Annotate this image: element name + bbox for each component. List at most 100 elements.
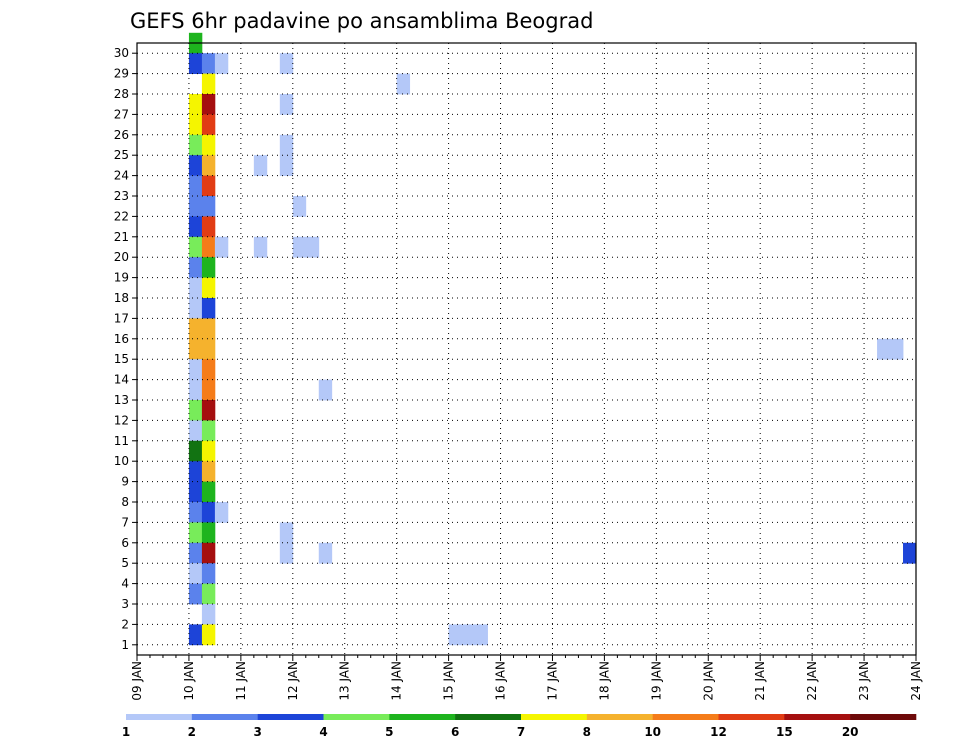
heatmap-cell <box>201 236 216 258</box>
heatmap-cell <box>188 481 203 503</box>
x-tick-label: 12 JAN <box>286 661 300 701</box>
heatmap-cell <box>188 542 203 564</box>
heatmap-cell <box>279 542 294 564</box>
y-tick-label: 5 <box>121 556 129 570</box>
heatmap-cell <box>188 440 203 462</box>
colorbar-segment <box>784 714 851 720</box>
colorbar-label: 10 <box>644 725 661 739</box>
y-tick-label: 4 <box>121 577 129 591</box>
heatmap-cell <box>201 114 216 136</box>
y-tick-label: 3 <box>121 597 129 611</box>
colorbar-label: 2 <box>188 725 196 739</box>
heatmap-cell <box>318 542 333 564</box>
heatmap-cell <box>253 155 268 176</box>
heatmap-cell <box>396 73 411 95</box>
heatmap-cell <box>201 502 216 523</box>
colorbar-label: 7 <box>517 725 525 739</box>
plot-frame <box>136 42 917 656</box>
x-axis: 09 JAN 10 JAN 11 JAN 12 JAN 13 JAN 14 JAN 15 J… <box>130 655 923 701</box>
heatmap-cell <box>201 400 216 421</box>
x-tick-label: 09 JAN <box>130 661 144 701</box>
heatmap-cell <box>188 114 203 136</box>
colorbar-segment <box>323 714 390 720</box>
heatmap-cell <box>188 563 203 584</box>
y-tick-label: 6 <box>121 536 129 550</box>
heatmap-cell <box>188 420 203 442</box>
heatmap-cell <box>201 522 216 544</box>
y-tick-label: 1 <box>121 638 129 652</box>
heatmap-cell <box>201 563 216 584</box>
heatmap-cell <box>188 522 203 544</box>
heatmap-cell <box>188 277 203 299</box>
heatmap-cell <box>292 236 320 258</box>
heatmap-cell <box>201 175 216 197</box>
heatmap-cell <box>188 400 203 421</box>
colorbar-segment <box>126 714 193 720</box>
heatmap-cell <box>188 359 203 380</box>
heatmap-cell <box>188 236 203 258</box>
heatmap-cell <box>201 461 216 482</box>
colorbar-segment <box>718 714 785 720</box>
colorbar-label: 12 <box>710 725 727 739</box>
x-tick-label: 11 JAN <box>234 661 248 701</box>
y-tick-label: 25 <box>114 148 129 162</box>
heatmap-cell <box>201 155 216 176</box>
heatmap-cell <box>903 542 917 564</box>
heatmap-cell <box>188 318 216 340</box>
colorbar-segment <box>455 714 522 720</box>
y-tick-label: 2 <box>121 617 129 631</box>
y-tick-label: 23 <box>114 189 129 203</box>
heatmap-cell <box>188 196 216 217</box>
x-tick-label: 22 JAN <box>805 661 819 701</box>
heatmap-cell <box>201 481 216 503</box>
heatmap-cell <box>279 522 294 544</box>
colorbar-segment <box>389 714 456 720</box>
colorbar-label: 4 <box>319 725 327 739</box>
y-tick-label: 9 <box>121 475 129 489</box>
colorbar-segment <box>521 714 588 720</box>
x-tick-label: 15 JAN <box>442 661 456 701</box>
colorbar-label: 15 <box>776 725 793 739</box>
colorbar-label: 3 <box>253 725 261 739</box>
heatmap-cell <box>201 420 216 442</box>
heatmap-cell <box>188 583 203 605</box>
colorbar-segment <box>257 714 324 720</box>
heatmap-cell <box>448 624 488 646</box>
y-tick-label: 21 <box>114 230 129 244</box>
x-tick-label: 14 JAN <box>390 661 404 701</box>
heatmap-cell <box>188 379 203 401</box>
x-tick-label: 20 JAN <box>701 661 715 701</box>
colorbar-label: 20 <box>842 725 859 739</box>
y-tick-label: 19 <box>114 271 129 285</box>
y-tick-label: 8 <box>121 495 129 509</box>
heatmap-cell <box>188 94 203 115</box>
heatmap-cell <box>188 298 203 319</box>
x-tick-label: 24 JAN <box>909 661 923 701</box>
x-tick-label: 17 JAN <box>545 661 559 701</box>
heatmap-cell <box>318 379 333 401</box>
colorbar-label: 6 <box>451 725 459 739</box>
heatmap-cell <box>201 257 216 278</box>
colorbar-label: 5 <box>385 725 393 739</box>
y-tick-label: 30 <box>114 46 129 60</box>
heatmap-cell <box>188 155 203 176</box>
x-tick-label: 19 JAN <box>649 661 663 701</box>
heatmap-cell <box>201 73 216 95</box>
colorbar-label: 1 <box>122 725 130 739</box>
y-tick-label: 11 <box>114 434 129 448</box>
heatmap-cell <box>279 53 294 74</box>
heatmap-cell <box>253 236 268 258</box>
y-tick-label: 28 <box>114 87 129 101</box>
colorbar-segment <box>586 714 653 720</box>
heatmap-cell <box>201 624 216 646</box>
y-tick-label: 26 <box>114 128 129 142</box>
grid-lines <box>137 43 916 655</box>
heatmap-cell <box>188 461 203 482</box>
y-tick-label: 22 <box>114 209 129 223</box>
heatmap-cell <box>201 379 216 401</box>
heatmap-cell <box>201 583 216 605</box>
heatmap-cell <box>201 216 216 238</box>
heatmap-cell <box>188 134 203 156</box>
y-tick-label: 18 <box>114 291 129 305</box>
